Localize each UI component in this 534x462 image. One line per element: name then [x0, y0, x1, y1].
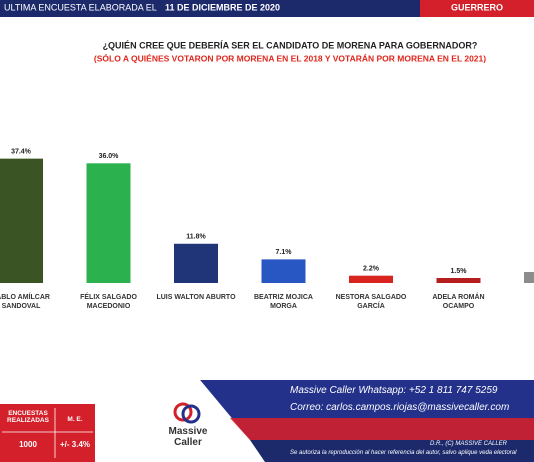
- x-tick-label: BEATRIZ MOJICA MORGA: [254, 294, 313, 310]
- header-bar: [0, 0, 534, 17]
- bar: [349, 275, 393, 283]
- footer-dark: [250, 440, 534, 462]
- x-tick-label: ADELA ROMÁN OCAMPO: [432, 294, 485, 310]
- surveys-label: ENCUESTAS REALIZADAS: [7, 410, 49, 424]
- chart-title: ¿QUIÉN CREE QUE DEBERÍA SER EL CANDIDATO…: [103, 40, 478, 50]
- footer-red: [230, 418, 534, 440]
- value-label: 1.5%: [451, 268, 468, 275]
- bar: [524, 272, 534, 283]
- region-box: [420, 0, 534, 17]
- value-label: 11.8%: [186, 234, 206, 241]
- notice: Se autoriza la reproducción al hacer ref…: [290, 450, 517, 456]
- bar: [86, 163, 131, 283]
- whatsapp: Massive Caller Whatsapp: +52 1 811 747 5…: [290, 385, 498, 396]
- surveys-value: 1000: [19, 440, 37, 449]
- x-tick-label: LUIS WALTON ABURTO: [156, 294, 236, 301]
- email: Correo: carlos.campos.riojas@massivecall…: [290, 402, 510, 413]
- x-tick-label: PABLO AMÍLCAR SANDOVAL: [0, 294, 50, 310]
- value-label: 7.1%: [276, 249, 293, 256]
- bar: [174, 243, 218, 283]
- value-label: 36.0%: [99, 153, 120, 160]
- x-tick-label: FÉLIX SALGADO MACEDONIO: [80, 294, 137, 310]
- header-date: 11 DE DICIEMBRE DE 2020: [165, 2, 280, 12]
- logo-icon: [173, 402, 193, 422]
- header-region: GUERRERO: [451, 2, 503, 12]
- stats-box: [0, 404, 95, 462]
- logo-icon: [181, 404, 201, 424]
- bar: [436, 278, 481, 283]
- chart-subtitle: (SÓLO A QUIÉNES VOTARON POR MORENA EN EL…: [94, 52, 486, 63]
- x-tick-label: NESTORA SALGADO GARCÍA: [335, 294, 407, 310]
- bar: [0, 158, 43, 283]
- bar: [261, 259, 306, 283]
- value-label: 2.2%: [363, 266, 380, 273]
- rights: D.R., (C) MASSIVE CALLER: [430, 441, 508, 447]
- x-tick-label: OTRO: [504, 293, 534, 302]
- logo-text: Massive Caller: [168, 426, 208, 448]
- me-label: M. E.: [67, 416, 83, 423]
- header-prefix: ULTIMA ENCUESTA ELABORADA EL: [4, 2, 157, 12]
- me-value: +/- 3.4%: [59, 440, 90, 449]
- value-label: 37.4%: [11, 148, 32, 155]
